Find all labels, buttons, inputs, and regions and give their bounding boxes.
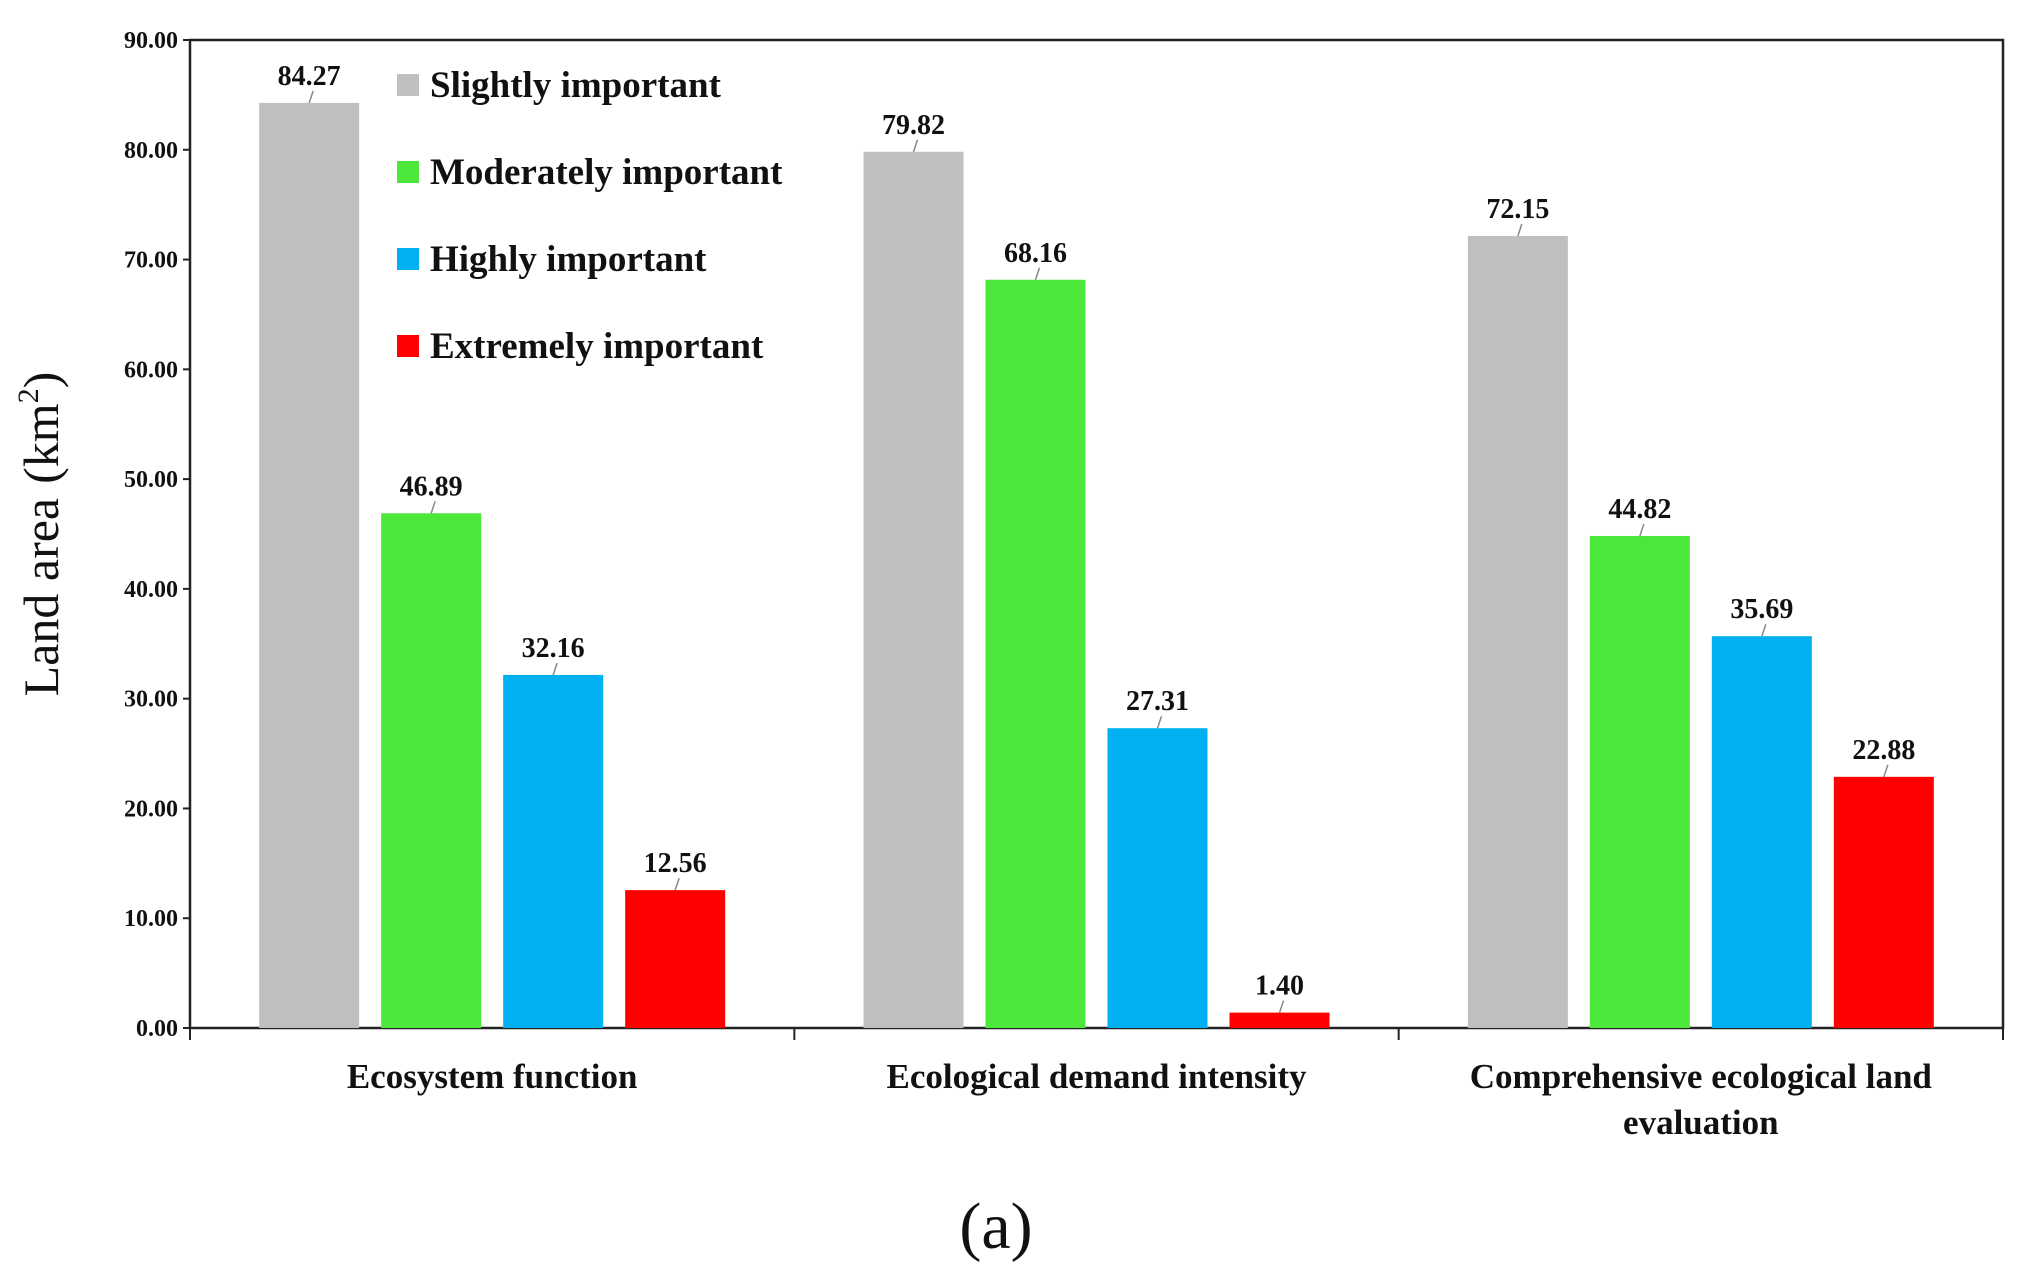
data-label: 84.27 xyxy=(278,61,341,92)
data-label-leader xyxy=(1034,267,1041,280)
legend-label: Slightly important xyxy=(430,65,722,106)
bar xyxy=(259,102,360,1029)
legend-swatch xyxy=(397,335,419,357)
plot-area xyxy=(188,38,2005,1030)
category-label: Ecological demand intensity xyxy=(886,1057,1307,1096)
y-tick-label: 60.00 xyxy=(124,357,178,383)
y-tick-label: 70.00 xyxy=(124,248,178,274)
bar xyxy=(1229,1012,1330,1028)
data-label-leader xyxy=(1883,764,1889,778)
y-tick-label: 0.00 xyxy=(136,1016,178,1042)
bars xyxy=(259,102,1934,1029)
data-label: 27.31 xyxy=(1126,686,1189,717)
legend-swatch xyxy=(397,74,419,96)
bar xyxy=(625,890,726,1028)
legend: Slightly important Moderately important Hi… xyxy=(397,65,783,367)
data-label-leader xyxy=(1761,623,1767,637)
data-label: 1.40 xyxy=(1255,971,1304,1002)
data-label-leader xyxy=(430,501,436,514)
y-axis-title: Land area (km2) xyxy=(12,372,69,697)
y-axis-title-exponent: 2 xyxy=(12,388,45,403)
data-label-leader xyxy=(1156,715,1163,729)
data-label: 44.82 xyxy=(1608,494,1671,525)
legend-label: Highly important xyxy=(430,239,707,280)
data-label: 68.16 xyxy=(1004,238,1067,269)
legend-swatch xyxy=(397,248,419,270)
bar xyxy=(1833,776,1934,1028)
bar xyxy=(1711,636,1812,1028)
data-label: 12.56 xyxy=(644,848,707,879)
data-label: 46.89 xyxy=(400,471,463,502)
panel-label: (a) xyxy=(959,1190,1032,1263)
data-label-leader xyxy=(674,877,680,891)
data-labels: 84.27 46.89 32.16 12.56 79.82 68.16 27.31 1.40 7… xyxy=(278,61,1915,1013)
data-label-leader xyxy=(1517,223,1523,237)
category-label: evaluation xyxy=(1623,1103,1779,1142)
category-label: Comprehensive ecological land xyxy=(1470,1057,1933,1096)
y-axis-title-text: Land area xyxy=(13,498,69,696)
legend-swatch xyxy=(397,161,419,183)
data-label: 32.16 xyxy=(522,633,585,664)
y-tick-label: 20.00 xyxy=(124,796,178,822)
y-tick-label: 50.00 xyxy=(124,467,178,493)
y-axis-title-open-paren: ( xyxy=(13,467,69,484)
data-label-leader xyxy=(1639,523,1645,537)
y-tick-label: 30.00 xyxy=(124,687,178,713)
data-label: 22.88 xyxy=(1852,735,1915,766)
data-label: 79.82 xyxy=(882,110,945,141)
bar xyxy=(985,279,1086,1029)
y-tick-label: 10.00 xyxy=(124,906,178,932)
y-axis: 0.00 10.00 20.00 30.00 40.00 50.00 60.00 70.00 8… xyxy=(124,28,190,1042)
bar xyxy=(381,513,482,1028)
y-tick-label: 90.00 xyxy=(124,28,178,54)
data-label-leader xyxy=(912,139,919,152)
bar xyxy=(1467,235,1568,1028)
x-axis: Ecosystem function Ecological demand inte… xyxy=(189,1028,2004,1142)
y-axis-title-close-paren: ) xyxy=(13,372,69,389)
category-label: Ecosystem function xyxy=(347,1057,638,1096)
data-label-leader xyxy=(1278,1000,1285,1013)
data-label: 72.15 xyxy=(1486,194,1549,225)
legend-label: Moderately important xyxy=(430,152,783,193)
bar xyxy=(1107,728,1208,1028)
y-tick-label: 80.00 xyxy=(124,138,178,164)
bar xyxy=(503,674,604,1028)
data-label: 35.69 xyxy=(1730,594,1793,625)
data-label-leader xyxy=(552,662,558,676)
y-tick-label: 40.00 xyxy=(124,577,178,603)
legend-label: Extremely important xyxy=(430,326,764,367)
y-axis-title-unit: km xyxy=(13,403,69,467)
bar xyxy=(863,151,964,1028)
data-label-leader xyxy=(308,90,314,104)
bar xyxy=(1589,535,1690,1028)
